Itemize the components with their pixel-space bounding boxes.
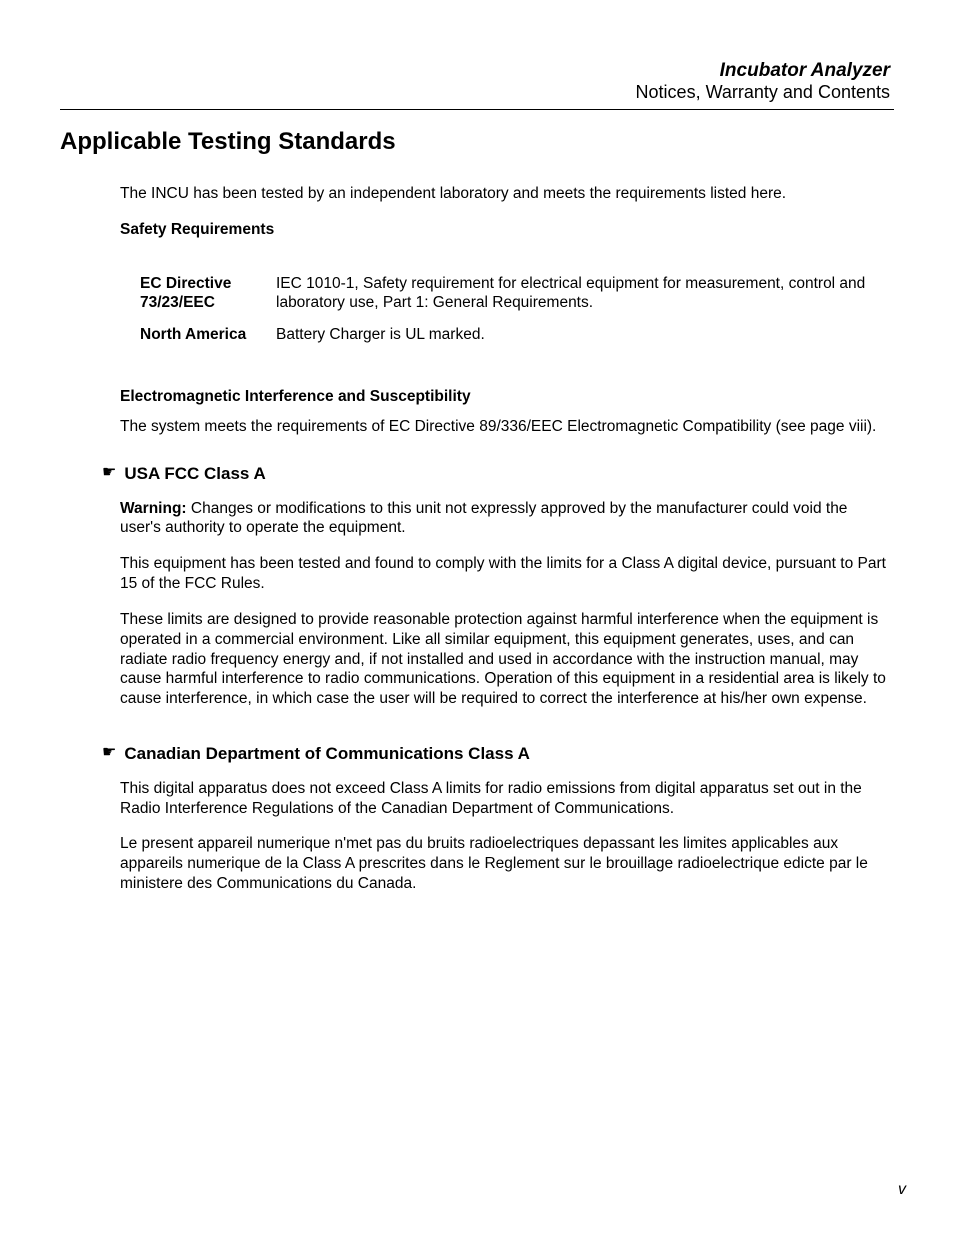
requirements-table: EC Directive 73/23/EEC IEC 1010-1, Safet… [140, 262, 890, 357]
doc-subtitle: Notices, Warranty and Contents [60, 82, 890, 103]
table-row: EC Directive 73/23/EEC IEC 1010-1, Safet… [140, 274, 890, 314]
warning-label: Warning: [120, 500, 187, 517]
table-row: North America Battery Charger is UL mark… [140, 325, 890, 345]
warning-text: Changes or modifications to this unit no… [120, 500, 847, 537]
emi-paragraph: The system meets the requirements of EC … [120, 417, 890, 437]
page-number: v [898, 1181, 906, 1199]
intro-paragraph: The INCU has been tested by an independe… [120, 184, 890, 204]
req-label: North America [140, 325, 276, 345]
pointer-icon: ☛ [102, 465, 116, 481]
emi-heading: Electromagnetic Interference and Suscept… [120, 387, 890, 407]
doc-title: Incubator Analyzer [60, 60, 890, 82]
req-value: Battery Charger is UL marked. [276, 325, 890, 345]
canada-title: Canadian Department of Communications Cl… [124, 743, 530, 765]
usa-title: USA FCC Class A [124, 463, 265, 485]
canada-p1: This digital apparatus does not exceed C… [120, 779, 890, 819]
canada-section-head: ☛ Canadian Department of Communications … [102, 743, 890, 765]
safety-heading: Safety Requirements [120, 220, 890, 240]
pointer-icon: ☛ [102, 745, 116, 761]
section-heading: Applicable Testing Standards [60, 128, 894, 156]
canada-p2: Le present appareil numerique n'met pas … [120, 834, 890, 893]
usa-p2: This equipment has been tested and found… [120, 554, 890, 594]
document-page: Incubator Analyzer Notices, Warranty and… [0, 0, 954, 1235]
req-value: IEC 1010-1, Safety requirement for elect… [276, 274, 890, 314]
usa-section-head: ☛ USA FCC Class A [102, 463, 890, 485]
header-rule [60, 109, 894, 110]
usa-warning: Warning: Changes or modifications to thi… [120, 499, 890, 539]
page-header: Incubator Analyzer Notices, Warranty and… [60, 60, 894, 103]
content-body: The INCU has been tested by an independe… [60, 184, 894, 894]
usa-p3: These limits are designed to provide rea… [120, 610, 890, 709]
req-label: EC Directive 73/23/EEC [140, 274, 276, 314]
